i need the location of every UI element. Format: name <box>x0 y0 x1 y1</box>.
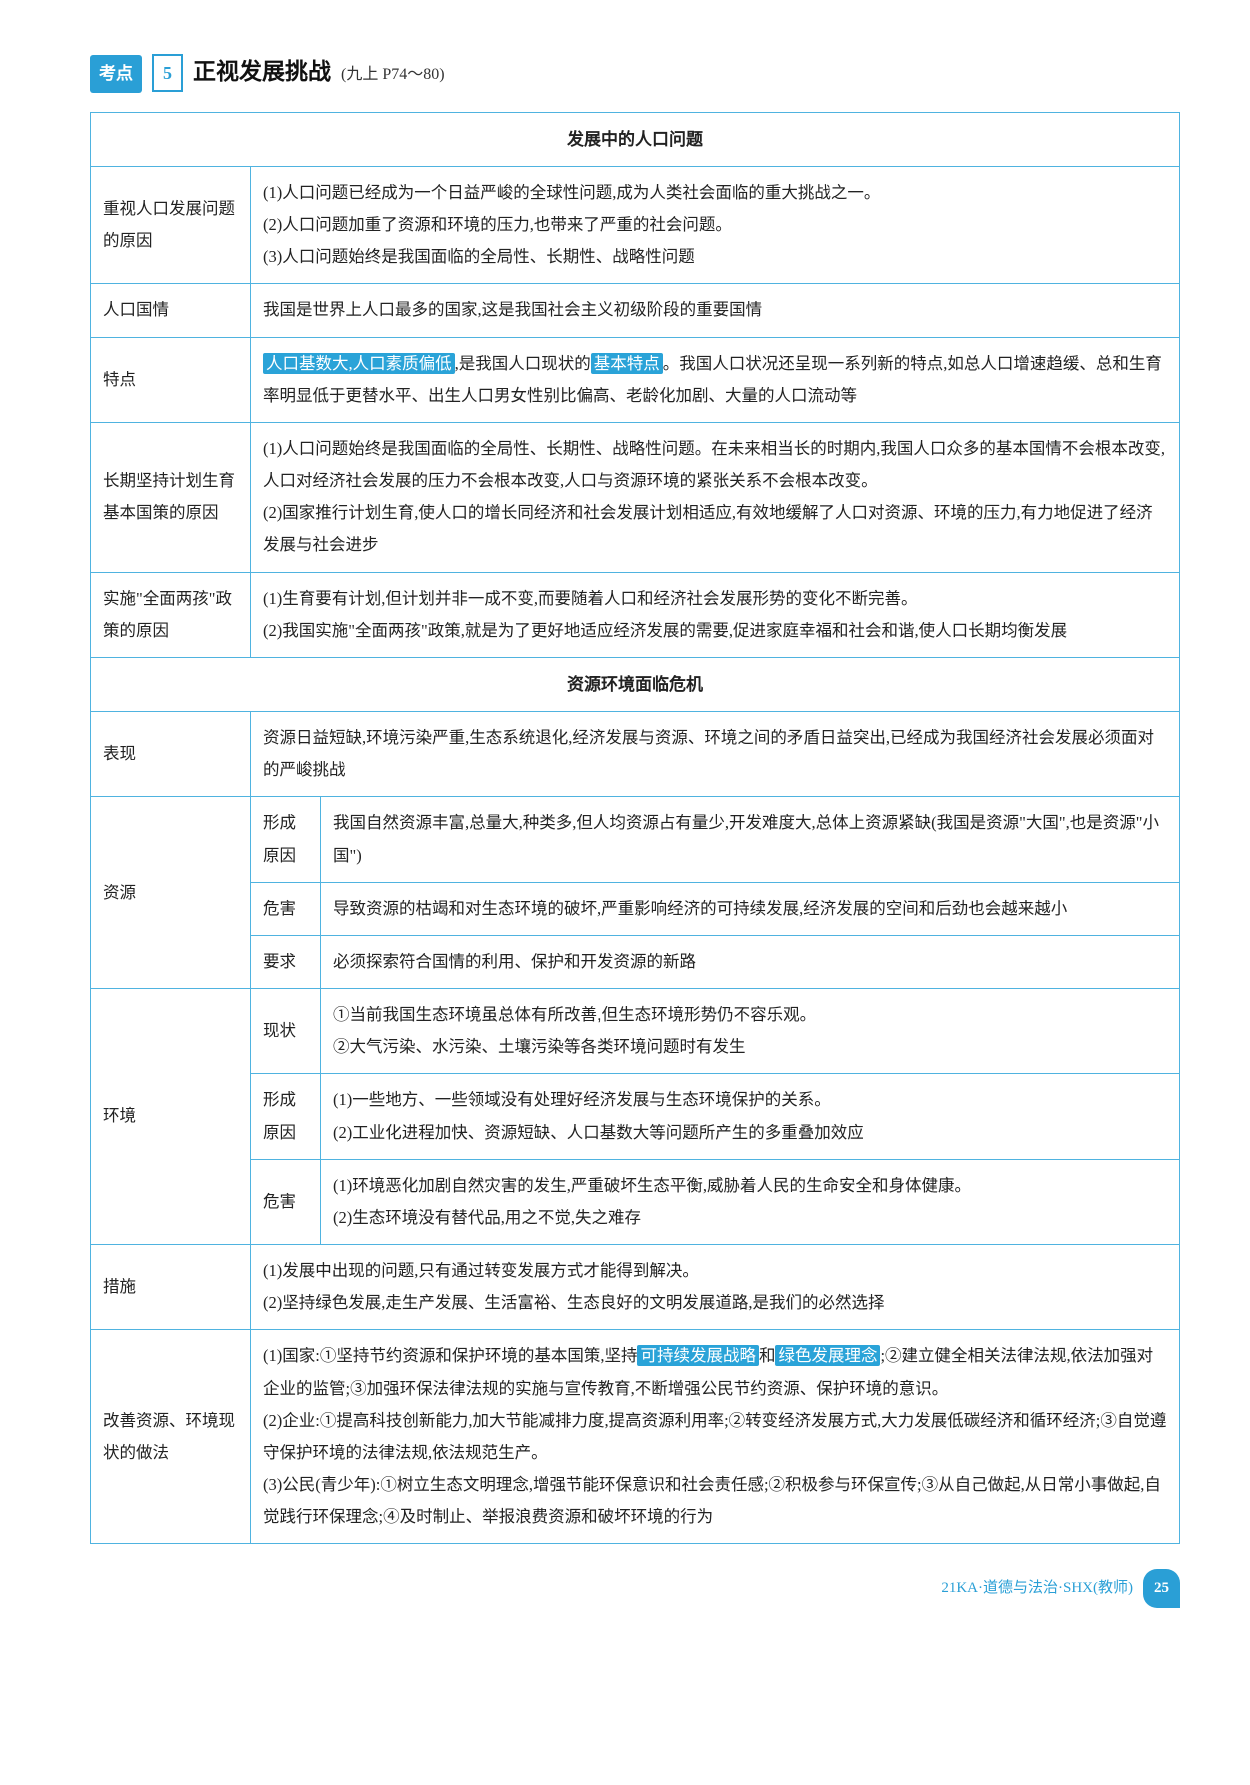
content-lianghai: (1)生育要有计划,但计划并非一成不变,而要随着人口和经济社会发展形势的变化不断… <box>251 572 1180 657</box>
page-footer: 21KA·道德与法治·SHX(教师) 25 <box>90 1569 1180 1608</box>
highlight-4: 绿色发展理念 <box>775 1345 880 1366</box>
row-improve: 改善资源、环境现状的做法 (1)国家:①坚持节约资源和保护环境的基本国策,坚持可… <box>91 1330 1180 1544</box>
label-jihua-reason: 长期坚持计划生育基本国策的原因 <box>91 422 251 572</box>
content-table: 发展中的人口问题 重视人口发展问题的原因 (1)人口问题已经成为一个日益严峻的全… <box>90 112 1180 1545</box>
topic-ref: (九上 P74～80) <box>341 60 445 90</box>
row-lianghai: 实施"全面两孩"政策的原因 (1)生育要有计划,但计划并非一成不变,而要随着人口… <box>91 572 1180 657</box>
content-tedian: 人口基数大,人口素质偏低,是我国人口现状的基本特点。我国人口状况还呈现一系列新的… <box>251 337 1180 422</box>
label-lianghai: 实施"全面两孩"政策的原因 <box>91 572 251 657</box>
label-resource: 资源 <box>91 797 251 989</box>
row-tedian: 特点 人口基数大,人口素质偏低,是我国人口现状的基本特点。我国人口状况还呈现一系… <box>91 337 1180 422</box>
section2-title: 资源环境面临危机 <box>91 657 1180 711</box>
topic-header: 考点 5 正视发展挑战 (九上 P74～80) <box>90 50 1180 94</box>
row-resource-req: 要求 必须探索符合国情的利用、保护和开发资源的新路 <box>91 935 1180 988</box>
content-guoqing: 我国是世界上人口最多的国家,这是我国社会主义初级阶段的重要国情 <box>251 284 1180 337</box>
row-env-harm: 危害 (1)环境恶化加剧自然灾害的发生,严重破坏生态平衡,威胁着人民的生命安全和… <box>91 1159 1180 1244</box>
label-biaoxian: 表现 <box>91 712 251 797</box>
content-improve: (1)国家:①坚持节约资源和保护环境的基本国策,坚持可持续发展战略和绿色发展理念… <box>251 1330 1180 1544</box>
label-tedian: 特点 <box>91 337 251 422</box>
label-guoqing: 人口国情 <box>91 284 251 337</box>
row-reason-population: 重视人口发展问题的原因 (1)人口问题已经成为一个日益严峻的全球性问题,成为人类… <box>91 166 1180 284</box>
content-resource-harm: 导致资源的枯竭和对生态环境的破坏,严重影响经济的可持续发展,经济发展的空间和后劲… <box>321 882 1180 935</box>
topic-number: 5 <box>152 54 183 92</box>
content-reason-population: (1)人口问题已经成为一个日益严峻的全球性问题,成为人类社会面临的重大挑战之一。… <box>251 166 1180 284</box>
highlight-1: 人口基数大,人口素质偏低 <box>263 353 455 374</box>
label-improve: 改善资源、环境现状的做法 <box>91 1330 251 1544</box>
row-measures: 措施 (1)发展中出现的问题,只有通过转变发展方式才能得到解决。 (2)坚持绿色… <box>91 1245 1180 1330</box>
row-jihua-reason: 长期坚持计划生育基本国策的原因 (1)人口问题始终是我国面临的全局性、长期性、战… <box>91 422 1180 572</box>
footer-text: 21KA·道德与法治·SHX(教师) <box>941 1574 1133 1603</box>
content-resource-cause: 我国自然资源丰富,总量大,种类多,但人均资源占有量少,开发难度大,总体上资源紧缺… <box>321 797 1180 882</box>
page-number: 25 <box>1143 1569 1180 1608</box>
row-resource-harm: 危害 导致资源的枯竭和对生态环境的破坏,严重影响经济的可持续发展,经济发展的空间… <box>91 882 1180 935</box>
section1-header: 发展中的人口问题 <box>91 112 1180 166</box>
row-biaoxian: 表现 资源日益短缺,环境污染严重,生态系统退化,经济发展与资源、环境之间的矛盾日… <box>91 712 1180 797</box>
highlight-2: 基本特点 <box>591 353 663 374</box>
row-env-cause: 形成原因 (1)一些地方、一些领域没有处理好经济发展与生态环境保护的关系。 (2… <box>91 1074 1180 1159</box>
content-env-status: ①当前我国生态环境虽总体有所改善,但生态环境形势仍不容乐观。 ②大气污染、水污染… <box>321 989 1180 1074</box>
label-env: 环境 <box>91 989 251 1245</box>
label-env-cause: 形成原因 <box>251 1074 321 1159</box>
content-biaoxian: 资源日益短缺,环境污染严重,生态系统退化,经济发展与资源、环境之间的矛盾日益突出… <box>251 712 1180 797</box>
content-env-harm: (1)环境恶化加剧自然灾害的发生,严重破坏生态平衡,威胁着人民的生命安全和身体健… <box>321 1159 1180 1244</box>
label-env-harm: 危害 <box>251 1159 321 1244</box>
label-reason-population: 重视人口发展问题的原因 <box>91 166 251 284</box>
content-env-cause: (1)一些地方、一些领域没有处理好经济发展与生态环境保护的关系。 (2)工业化进… <box>321 1074 1180 1159</box>
highlight-3: 可持续发展战略 <box>637 1345 759 1366</box>
label-measures: 措施 <box>91 1245 251 1330</box>
content-resource-req: 必须探索符合国情的利用、保护和开发资源的新路 <box>321 935 1180 988</box>
label-env-status: 现状 <box>251 989 321 1074</box>
section1-title: 发展中的人口问题 <box>91 112 1180 166</box>
row-resource-cause: 资源 形成原因 我国自然资源丰富,总量大,种类多,但人均资源占有量少,开发难度大… <box>91 797 1180 882</box>
badge-kaodian: 考点 <box>90 55 142 93</box>
row-env-status: 环境 现状 ①当前我国生态环境虽总体有所改善,但生态环境形势仍不容乐观。 ②大气… <box>91 989 1180 1074</box>
label-resource-req: 要求 <box>251 935 321 988</box>
section2-header: 资源环境面临危机 <box>91 657 1180 711</box>
content-jihua-reason: (1)人口问题始终是我国面临的全局性、长期性、战略性问题。在未来相当长的时期内,… <box>251 422 1180 572</box>
label-resource-cause: 形成原因 <box>251 797 321 882</box>
label-resource-harm: 危害 <box>251 882 321 935</box>
topic-title: 正视发展挑战 <box>193 50 331 94</box>
row-guoqing: 人口国情 我国是世界上人口最多的国家,这是我国社会主义初级阶段的重要国情 <box>91 284 1180 337</box>
content-measures: (1)发展中出现的问题,只有通过转变发展方式才能得到解决。 (2)坚持绿色发展,… <box>251 1245 1180 1330</box>
